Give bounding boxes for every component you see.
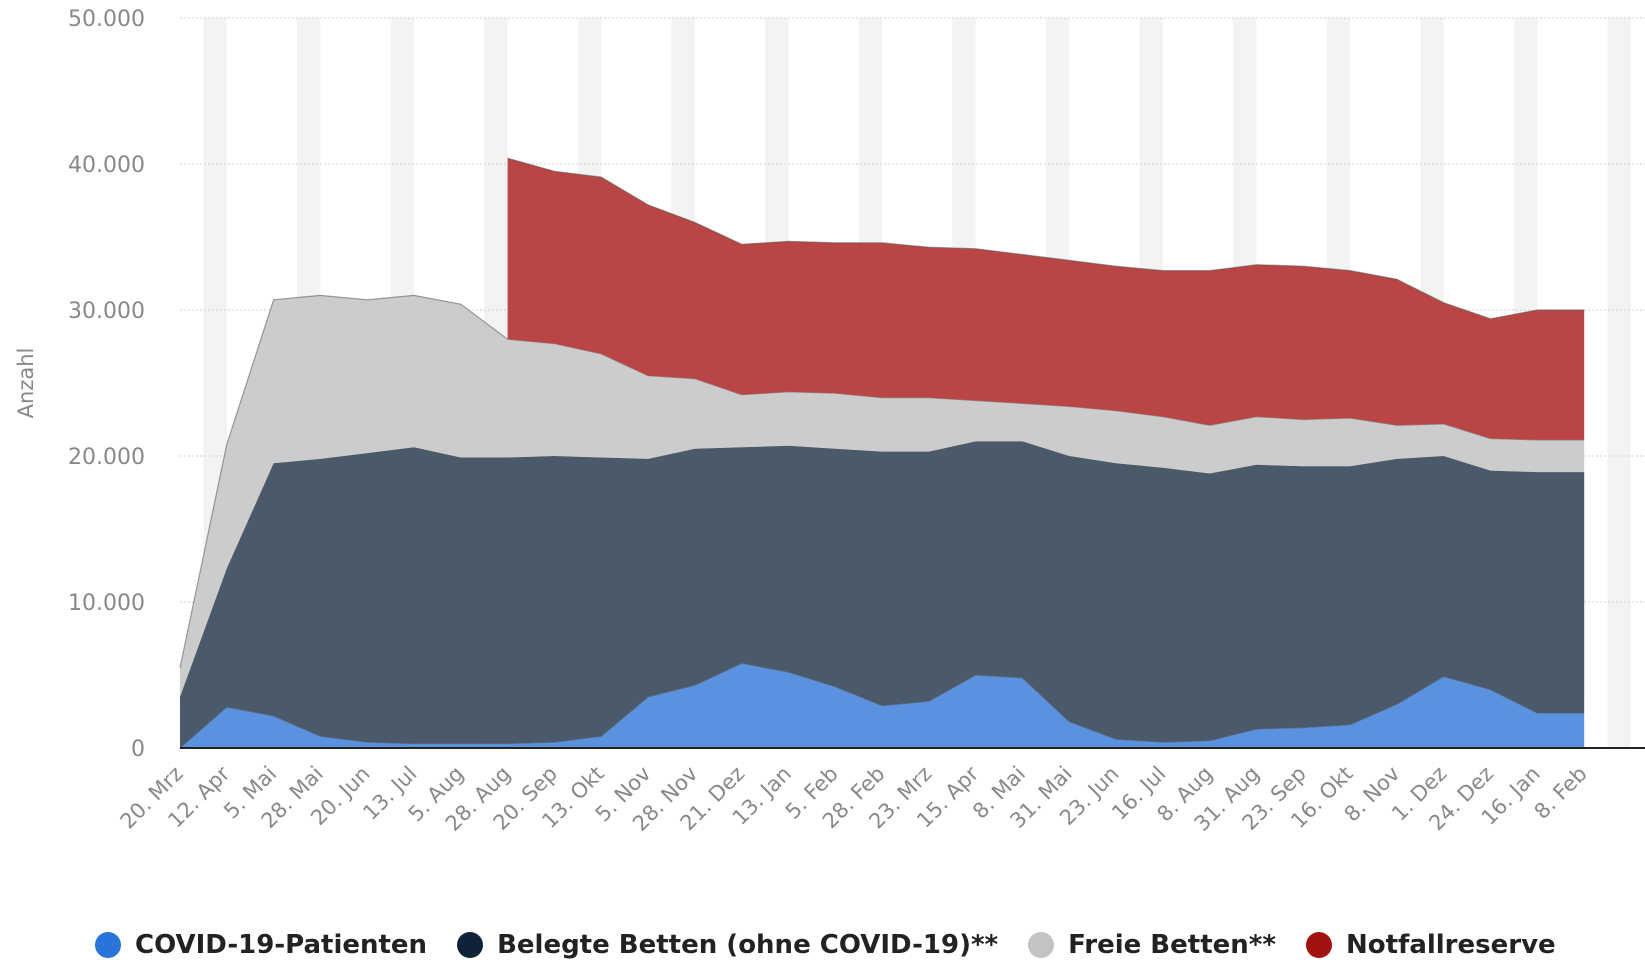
area-notfallreserve bbox=[507, 158, 1585, 440]
y-axis-ticks: 0 10.000 20.000 30.000 40.000 50.000 bbox=[68, 7, 145, 762]
background-band bbox=[1607, 18, 1631, 748]
y-tick-label: 30.000 bbox=[68, 299, 145, 324]
x-tick-label: 8. Feb bbox=[1530, 762, 1592, 824]
legend-dot-icon bbox=[95, 932, 121, 958]
y-axis-label: Anzahl bbox=[14, 348, 38, 419]
area-belegte-betten bbox=[180, 441, 1585, 748]
legend-label: COVID-19-Patienten bbox=[135, 930, 428, 960]
y-tick-label: 10.000 bbox=[68, 591, 145, 616]
area-freie-betten bbox=[180, 295, 1585, 697]
y-tick-label: 20.000 bbox=[68, 445, 145, 470]
legend-item-freie-betten[interactable]: Freie Betten** bbox=[1028, 930, 1276, 960]
legend-item-belegte-betten[interactable]: Belegte Betten (ohne COVID-19)** bbox=[457, 930, 998, 960]
legend-label: Belegte Betten (ohne COVID-19)** bbox=[497, 930, 999, 960]
legend-dot-icon bbox=[457, 932, 484, 958]
area-covid-patienten bbox=[180, 663, 1585, 748]
y-tick-label: 40.000 bbox=[68, 153, 145, 178]
legend-label: Freie Betten** bbox=[1068, 930, 1276, 960]
legend-dot-icon bbox=[1028, 932, 1055, 958]
legend-label: Notfallreserve bbox=[1345, 930, 1556, 960]
legend: COVID-19-Patienten Belegte Betten (ohne … bbox=[95, 930, 1556, 960]
series-line bbox=[507, 157, 1585, 320]
y-tick-label: 50.000 bbox=[68, 7, 145, 32]
legend-dot-icon bbox=[1305, 932, 1332, 958]
area-series bbox=[179, 157, 1585, 749]
legend-item-notfallreserve[interactable]: Notfallreserve bbox=[1305, 930, 1556, 960]
y-tick-label: 0 bbox=[131, 737, 145, 762]
legend-item-covid[interactable]: COVID-19-Patienten bbox=[95, 930, 427, 960]
